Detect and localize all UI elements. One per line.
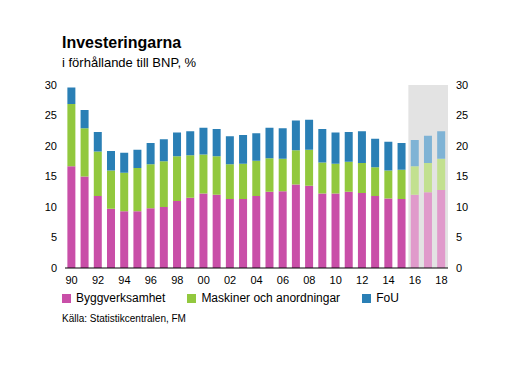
svg-text:10: 10 [45,201,57,213]
svg-text:0: 0 [456,262,462,274]
svg-text:10: 10 [456,201,468,213]
svg-text:25: 25 [456,109,468,121]
svg-text:20: 20 [456,140,468,152]
svg-text:08: 08 [303,274,315,286]
svg-text:16: 16 [409,274,421,286]
svg-text:15: 15 [45,170,57,182]
html-text:Byggverksamhet: Byggverksamhet [76,291,166,305]
svg-text:14: 14 [382,274,394,286]
svg-text:00: 00 [198,274,210,286]
svg-text:12: 12 [356,274,368,286]
svg-text:96: 96 [145,274,157,286]
svg-text:02: 02 [224,274,236,286]
html-text:Källa: Statistikcentralen, FM: Källa: Statistikcentralen, FM [62,313,186,324]
svg-text:5: 5 [456,231,462,243]
svg-text:18: 18 [435,274,447,286]
svg-text:30: 30 [45,79,57,91]
html-text:i förhållande till BNP, %: i förhållande till BNP, % [62,55,197,70]
svg-text:06: 06 [277,274,289,286]
svg-text:5: 5 [51,231,57,243]
svg-text:15: 15 [456,170,468,182]
svg-text:30: 30 [456,79,468,91]
svg-text:04: 04 [250,274,262,286]
html-text:Investeringarna: Investeringarna [62,34,182,51]
svg-text:90: 90 [65,274,77,286]
svg-text:20: 20 [45,140,57,152]
svg-text:92: 92 [92,274,104,286]
svg-text:10: 10 [330,274,342,286]
svg-text:0: 0 [51,262,57,274]
svg-text:25: 25 [45,109,57,121]
html-text:Maskiner och anordningar: Maskiner och anordningar [201,291,341,305]
svg-text:94: 94 [118,274,130,286]
svg-text:98: 98 [171,274,183,286]
html-text:FoU: FoU [376,291,399,305]
